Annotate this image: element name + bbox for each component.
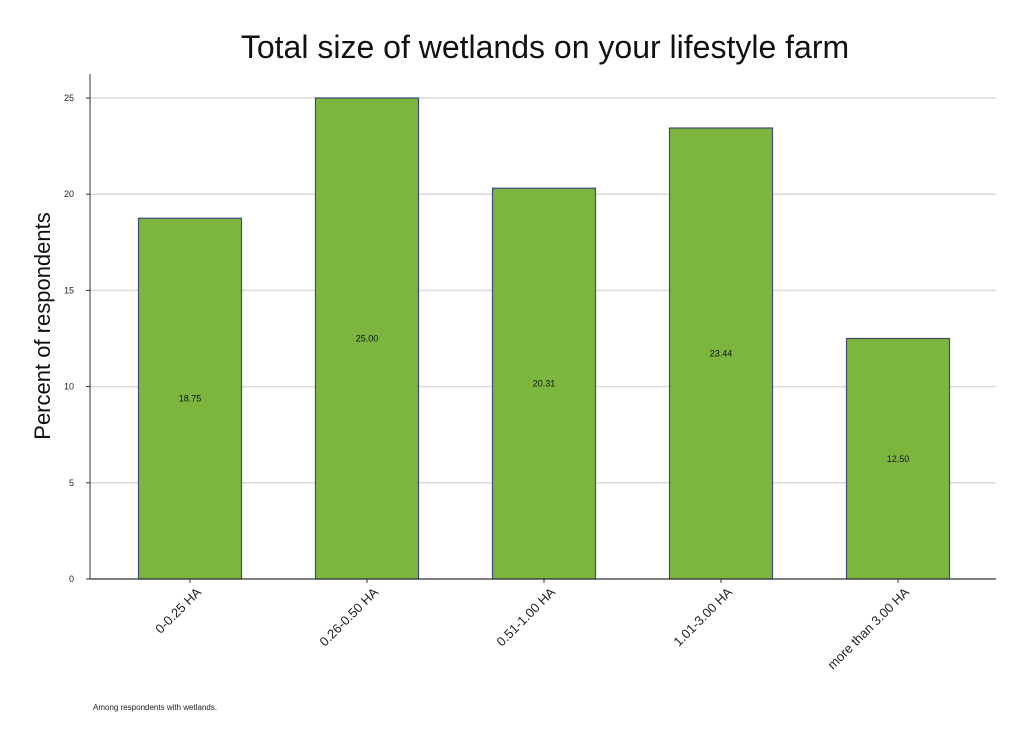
data-label: 20.31 <box>533 379 556 389</box>
bar <box>845 337 951 580</box>
y-tick-label: 20 <box>64 189 74 199</box>
bar <box>137 217 243 580</box>
bar <box>668 127 774 580</box>
y-tick-label: 25 <box>64 93 74 103</box>
data-label: 23.44 <box>710 349 733 359</box>
data-label: 18.75 <box>179 394 202 404</box>
bars <box>137 97 951 580</box>
y-axis-ticks: 0 5 10 15 20 25 <box>64 93 90 584</box>
data-labels: 18.75 25.00 20.31 23.44 12.50 <box>179 334 910 464</box>
y-tick-label: 10 <box>64 382 74 392</box>
y-tick-label: 15 <box>64 285 74 295</box>
footnote: Among respondents with wetlands. <box>93 703 217 712</box>
data-label: 25.00 <box>356 334 379 344</box>
chart-title: Total size of wetlands on your lifestyle… <box>241 29 849 65</box>
data-label: 12.50 <box>887 454 910 464</box>
y-tick-label: 0 <box>69 574 74 584</box>
y-axis-label: Percent of respondents <box>30 212 55 439</box>
y-tick-label: 5 <box>69 478 74 488</box>
